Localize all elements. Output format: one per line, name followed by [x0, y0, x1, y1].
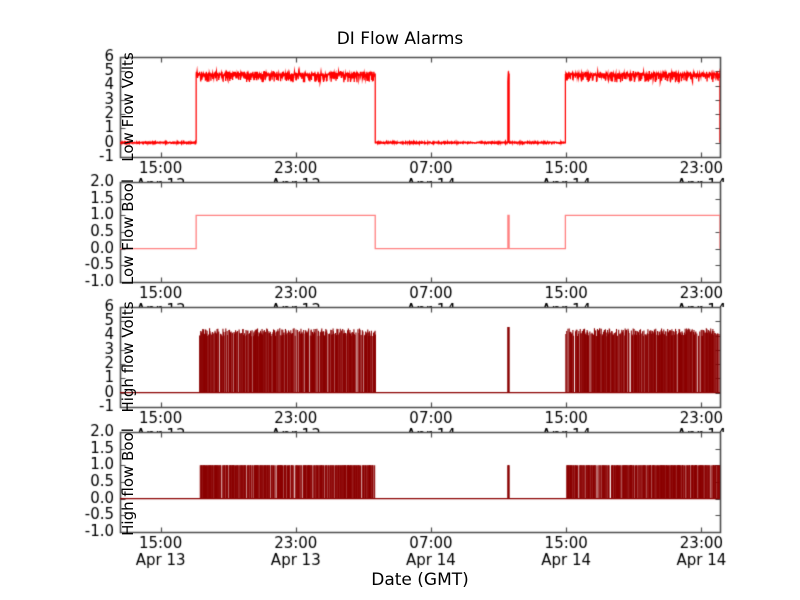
matplotlib-figure: DI Flow Alarms Low Flow Volts Low Flow B…	[0, 0, 800, 600]
plot-canvas	[0, 0, 800, 600]
